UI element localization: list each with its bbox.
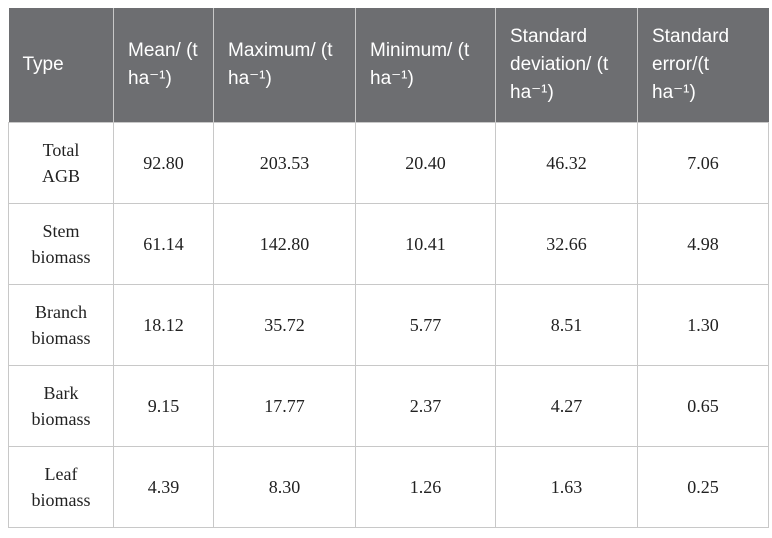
- table-row: Stem biomass 61.14 142.80 10.41 32.66 4.98: [8, 203, 769, 285]
- value-cell: 20.40: [355, 122, 496, 204]
- value-cell: 4.27: [495, 365, 638, 447]
- value-cell: 203.53: [213, 122, 356, 204]
- value-cell: 4.39: [113, 446, 214, 528]
- value-cell: 18.12: [113, 284, 214, 366]
- row-label: Branch biomass: [8, 284, 114, 366]
- value-cell: 0.25: [637, 446, 769, 528]
- value-cell: 92.80: [113, 122, 214, 204]
- value-cell: 1.26: [355, 446, 496, 528]
- table-row: Leaf biomass 4.39 8.30 1.26 1.63 0.25: [8, 446, 769, 528]
- header-cell: Minimum/ (t ha⁻¹): [355, 8, 496, 123]
- value-cell: 46.32: [495, 122, 638, 204]
- value-cell: 4.98: [637, 203, 769, 285]
- value-cell: 32.66: [495, 203, 638, 285]
- row-label: Bark biomass: [8, 365, 114, 447]
- value-cell: 61.14: [113, 203, 214, 285]
- value-cell: 9.15: [113, 365, 214, 447]
- header-cell: Maximum/ (t ha⁻¹): [213, 8, 356, 123]
- value-cell: 35.72: [213, 284, 356, 366]
- header-row: Type Mean/ (t ha⁻¹) Maximum/ (t ha⁻¹) Minim…: [8, 8, 769, 123]
- table-row: Bark biomass 9.15 17.77 2.37 4.27 0.65: [8, 365, 769, 447]
- value-cell: 17.77: [213, 365, 356, 447]
- row-label: Leaf biomass: [8, 446, 114, 528]
- table-row: Branch biomass 18.12 35.72 5.77 8.51 1.30: [8, 284, 769, 366]
- value-cell: 2.37: [355, 365, 496, 447]
- value-cell: 8.30: [213, 446, 356, 528]
- value-cell: 8.51: [495, 284, 638, 366]
- header-cell: Standard deviation/ (t ha⁻¹): [495, 8, 638, 123]
- table-body: Total AGB 92.80 203.53 20.40 46.32 7.06 Stem b…: [8, 122, 769, 528]
- data-table: Type Mean/ (t ha⁻¹) Maximum/ (t ha⁻¹) Minim…: [8, 8, 769, 528]
- value-cell: 7.06: [637, 122, 769, 204]
- table-row: Total AGB 92.80 203.53 20.40 46.32 7.06: [8, 122, 769, 204]
- value-cell: 0.65: [637, 365, 769, 447]
- row-label: Total AGB: [8, 122, 114, 204]
- value-cell: 5.77: [355, 284, 496, 366]
- value-cell: 1.30: [637, 284, 769, 366]
- header-cell: Type: [8, 8, 114, 123]
- value-cell: 1.63: [495, 446, 638, 528]
- header-cell: Mean/ (t ha⁻¹): [113, 8, 214, 123]
- value-cell: 142.80: [213, 203, 356, 285]
- header-cell: Standard error/(t ha⁻¹): [637, 8, 769, 123]
- row-label: Stem biomass: [8, 203, 114, 285]
- value-cell: 10.41: [355, 203, 496, 285]
